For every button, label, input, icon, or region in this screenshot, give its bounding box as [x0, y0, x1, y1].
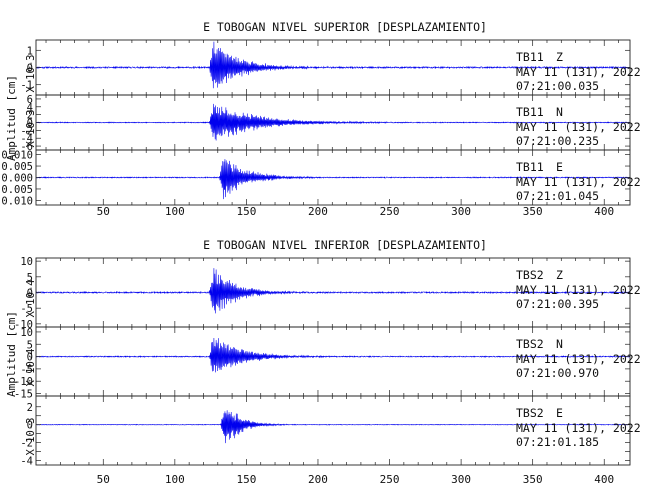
x-tick-label: 350: [523, 473, 543, 486]
y-tick-label: 6: [27, 94, 33, 106]
x-tick-label: 400: [594, 473, 614, 486]
station-label: TB11: [516, 160, 544, 174]
y-tick-label: -10: [14, 376, 33, 388]
x-tick-label: 100: [165, 205, 185, 218]
panel-frame: [35, 395, 631, 466]
y-tick-label: -0.010: [0, 195, 33, 207]
y-axis-label: Amplitud [cm]: [5, 75, 18, 161]
scale-factor-label: X 10-4: [25, 349, 37, 387]
component-label: E: [556, 406, 563, 420]
y-tick-label: 2: [27, 110, 33, 122]
y-tick-label: 0: [27, 63, 33, 75]
time-label: 07:21:00.395: [516, 297, 599, 311]
chart-title: E TOBOGAN NIVEL INFERIOR [DESPLAZAMIENTO…: [203, 238, 487, 252]
waveform-trace: [36, 338, 630, 373]
waveform-trace: [36, 410, 630, 444]
y-tick-label: 0.005: [1, 161, 33, 173]
y-tick-label: -5: [20, 303, 33, 315]
y-tick-label: 4: [27, 102, 33, 114]
y-tick-label: 5: [27, 339, 33, 351]
waveform-trace: [36, 268, 630, 314]
time-label: 07:21:01.045: [516, 189, 599, 203]
y-tick-label: 0: [27, 420, 33, 432]
x-tick-label: 150: [236, 473, 256, 486]
date-label: MAY 11 (131), 2022: [516, 175, 641, 189]
chart-title: E TOBOGAN NIVEL SUPERIOR [DESPLAZAMIENTO…: [203, 20, 487, 34]
y-tick-label: -4: [20, 456, 33, 468]
x-tick-label: 50: [97, 473, 110, 486]
date-label: MAY 11 (131), 2022: [516, 352, 641, 366]
component-label: Z: [556, 268, 563, 282]
y-tick-label: -2: [20, 438, 33, 450]
x-tick-label: 50: [97, 205, 110, 218]
time-label: 07:21:00.970: [516, 366, 599, 380]
scale-factor-label: X 10-3: [25, 55, 37, 93]
y-axis-label: Amplitud [cm]: [5, 311, 18, 397]
y-tick-label: 1: [27, 45, 33, 57]
y-tick-label: -0.005: [0, 184, 33, 196]
x-tick-label: 400: [594, 205, 614, 218]
chart-nivel-inferior: E TOBOGAN NIVEL INFERIOR [DESPLAZAMIENTO…: [5, 238, 641, 486]
time-label: 07:21:01.185: [516, 435, 599, 449]
component-label: Z: [556, 50, 563, 64]
y-tick-label: 5: [27, 272, 33, 284]
y-tick-label: 0: [27, 352, 33, 364]
time-label: 07:21:00.235: [516, 134, 599, 148]
date-label: MAY 11 (131), 2022: [516, 120, 641, 134]
date-label: MAY 11 (131), 2022: [516, 283, 641, 297]
y-tick-label: 10: [20, 256, 33, 268]
y-tick-label: 10: [20, 327, 33, 339]
x-tick-label: 300: [451, 473, 471, 486]
y-tick-label: 2: [27, 402, 33, 414]
y-tick-label: 0.010: [1, 150, 33, 162]
y-tick-label: -6: [20, 141, 33, 153]
y-tick-label: -10: [14, 319, 33, 331]
waveform-trace: [36, 103, 630, 141]
component-label: N: [556, 105, 563, 119]
x-tick-label: 150: [236, 205, 256, 218]
y-tick-label: 0: [27, 288, 33, 300]
x-tick-label: 300: [451, 205, 471, 218]
station-label: TBS2: [516, 406, 544, 420]
waveform-trace: [36, 41, 630, 89]
y-tick-label: -5: [20, 364, 33, 376]
waveform-trace: [36, 159, 630, 200]
y-tick-label: -4: [20, 133, 33, 145]
date-label: MAY 11 (131), 2022: [516, 65, 641, 79]
time-label: 07:21:00.035: [516, 79, 599, 93]
station-label: TBS2: [516, 337, 544, 351]
y-tick-label: 0: [27, 118, 33, 130]
station-label: TBS2: [516, 268, 544, 282]
y-tick-label: -1: [20, 80, 33, 92]
station-label: TB11: [516, 50, 544, 64]
x-tick-label: 250: [380, 473, 400, 486]
x-tick-label: 200: [308, 205, 328, 218]
scale-factor-label: X 10-3: [25, 418, 37, 456]
station-label: TB11: [516, 105, 544, 119]
component-label: E: [556, 160, 563, 174]
y-tick-label: 0.000: [1, 173, 33, 185]
x-tick-label: 350: [523, 205, 543, 218]
y-tick-label: -15: [14, 389, 33, 401]
date-label: MAY 11 (131), 2022: [516, 421, 641, 435]
y-tick-label: -2: [20, 125, 33, 137]
scale-factor-label: X 10-3: [25, 110, 37, 148]
component-label: N: [556, 337, 563, 351]
x-tick-label: 100: [165, 473, 185, 486]
x-tick-label: 250: [380, 205, 400, 218]
x-tick-label: 200: [308, 473, 328, 486]
chart-nivel-superior: E TOBOGAN NIVEL SUPERIOR [DESPLAZAMIENTO…: [0, 20, 641, 218]
scale-factor-label: X 10-4: [25, 280, 37, 318]
